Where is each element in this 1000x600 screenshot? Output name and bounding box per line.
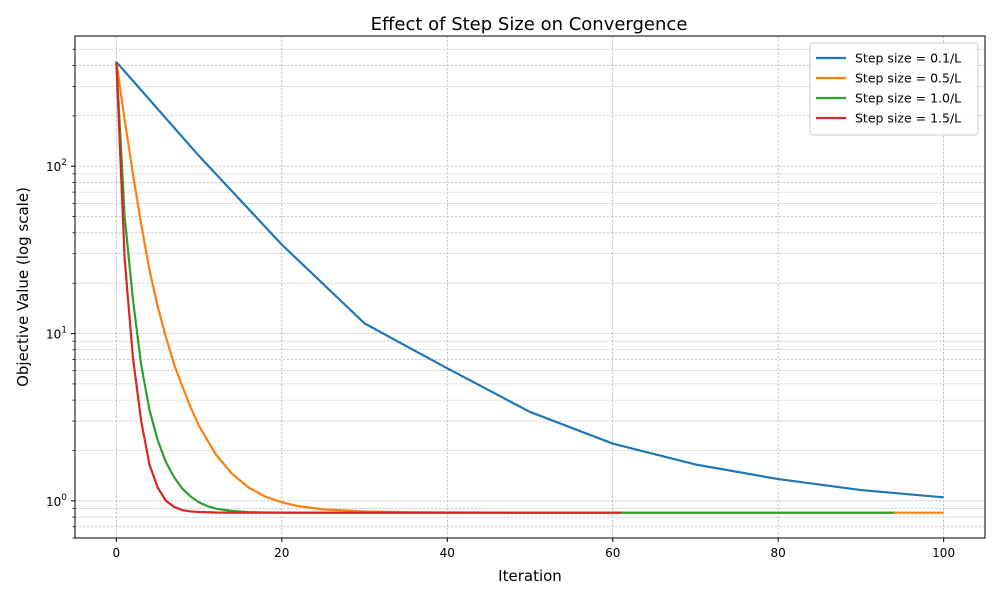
y-tick-label: 101 — [46, 326, 67, 342]
x-tick-label: 40 — [440, 546, 455, 560]
chart-title: Effect of Step Size on Convergence — [371, 14, 688, 35]
axis-ticks: 100 101 102 0 20 40 60 80 100 — [46, 48, 955, 560]
x-tick-label: 80 — [771, 546, 786, 560]
legend-entry-label: Step size = 0.1/L — [855, 51, 961, 66]
legend-entry-label: Step size = 1.0/L — [855, 91, 961, 106]
y-tick-label: 102 — [46, 158, 67, 174]
x-tick-label: 20 — [274, 546, 289, 560]
legend-box — [809, 42, 979, 136]
x-tick-label: 100 — [932, 546, 955, 560]
series-line-4 — [115, 61, 621, 514]
y-axis-label: Objective Value (log scale) — [14, 187, 32, 387]
x-axis-label: Iteration — [498, 567, 562, 585]
plot-frame — [74, 35, 986, 539]
legend: Step size = 0.1/L Step size = 0.5/L Step s… — [809, 42, 979, 136]
x-tick-label: 0 — [113, 546, 121, 560]
legend-entry-label: Step size = 1.5/L — [855, 111, 961, 126]
series-line-1 — [115, 61, 944, 499]
y-tick-label: 100 — [46, 493, 67, 509]
legend-entry-label: Step size = 0.5/L — [855, 71, 961, 86]
series-lines — [115, 61, 944, 514]
x-tick-label: 60 — [605, 546, 620, 560]
